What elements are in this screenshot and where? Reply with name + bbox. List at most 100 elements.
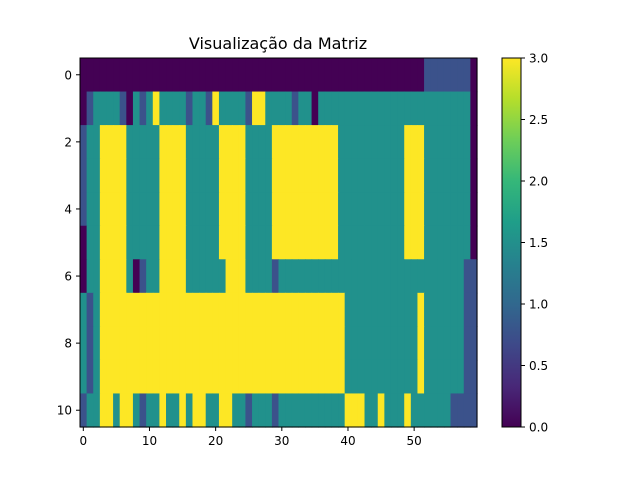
- heatmap-cell: [232, 192, 240, 227]
- heatmap-cell: [397, 326, 405, 361]
- heatmap-cell: [113, 192, 121, 227]
- heatmap-cell: [205, 192, 213, 227]
- y-tick-label: 6: [64, 270, 72, 284]
- heatmap-cell: [390, 225, 399, 260]
- heatmap-cell: [80, 225, 88, 260]
- heatmap-cell: [152, 192, 160, 227]
- heatmap-cell: [159, 125, 167, 160]
- heatmap-cell: [344, 91, 352, 126]
- heatmap-cell: [218, 359, 227, 395]
- heatmap-cell: [298, 225, 306, 260]
- heatmap-cell: [364, 359, 372, 395]
- heatmap-cell: [185, 125, 194, 160]
- heatmap-cell: [457, 292, 465, 327]
- heatmap-cell: [463, 91, 471, 126]
- heatmap-cell: [166, 225, 174, 260]
- heatmap-cell: [430, 259, 438, 294]
- heatmap-cell: [470, 58, 478, 93]
- heatmap-cell: [377, 259, 385, 294]
- heatmap-cell: [285, 125, 293, 160]
- heatmap-cell: [205, 158, 213, 193]
- heatmap-cell: [238, 192, 247, 227]
- heatmap-cell: [344, 125, 352, 160]
- heatmap-cell: [390, 125, 399, 160]
- heatmap-cell: [271, 225, 280, 260]
- heatmap-cell: [443, 58, 452, 93]
- heatmap-cell: [146, 58, 154, 93]
- heatmap-cell: [424, 259, 432, 294]
- heatmap-cell: [331, 125, 339, 160]
- heatmap-cell: [410, 359, 419, 395]
- heatmap-cell: [357, 58, 366, 93]
- heatmap-cell: [417, 225, 425, 260]
- heatmap-cell: [324, 225, 333, 260]
- heatmap-cell: [278, 259, 286, 294]
- heatmap-cell: [430, 326, 438, 361]
- heatmap-cell: [172, 125, 180, 160]
- heatmap-cell: [397, 359, 405, 395]
- heatmap-cell: [185, 225, 194, 260]
- heatmap-cell: [417, 192, 425, 227]
- heatmap-cell: [443, 225, 452, 260]
- heatmap-cell: [132, 326, 141, 361]
- heatmap-cell: [450, 359, 458, 395]
- heatmap-cell: [371, 225, 379, 260]
- heatmap-cell: [152, 259, 160, 294]
- heatmap-cell: [304, 292, 313, 327]
- heatmap-cell: [212, 91, 220, 126]
- heatmap-cell: [364, 91, 372, 126]
- heatmap-cell: [179, 192, 187, 227]
- heatmap-cell: [99, 259, 108, 294]
- heatmap-cell: [318, 125, 326, 160]
- heatmap-cell: [232, 225, 240, 260]
- heatmap-cell: [166, 91, 174, 126]
- heatmap-cell: [139, 158, 147, 193]
- heatmap-cell: [470, 192, 478, 227]
- heatmap-cell: [311, 259, 319, 294]
- heatmap-cell: [298, 359, 306, 395]
- heatmap-cell: [159, 91, 167, 126]
- heatmap-cell: [377, 91, 385, 126]
- heatmap-cell: [377, 192, 385, 227]
- heatmap-cell: [80, 292, 88, 327]
- heatmap-cell: [311, 225, 319, 260]
- heatmap-cell: [371, 58, 379, 93]
- heatmap-cell: [324, 125, 333, 160]
- heatmap-cell: [351, 125, 359, 160]
- heatmap-cell: [99, 192, 108, 227]
- heatmap-cell: [424, 393, 432, 428]
- heatmap-cell: [132, 192, 141, 227]
- heatmap-cell: [212, 158, 220, 193]
- heatmap-cell: [192, 359, 200, 395]
- heatmap-cell: [318, 259, 326, 294]
- heatmap-cell: [278, 225, 286, 260]
- heatmap-cell: [126, 192, 134, 227]
- heatmap-cell: [318, 393, 326, 428]
- heatmap-cell: [397, 192, 405, 227]
- heatmap-cell: [417, 91, 425, 126]
- heatmap-cell: [271, 259, 280, 294]
- heatmap-cell: [232, 359, 240, 395]
- heatmap-cell: [318, 58, 326, 93]
- heatmap-cell: [80, 259, 88, 294]
- heatmap-cell: [397, 91, 405, 126]
- heatmap-cell: [364, 326, 372, 361]
- heatmap-cell: [437, 225, 445, 260]
- heatmap-cell: [357, 91, 366, 126]
- heatmap-cell: [338, 125, 346, 160]
- heatmap-cell: [80, 158, 88, 193]
- heatmap-cell: [390, 292, 399, 327]
- heatmap-cell: [86, 192, 94, 227]
- heatmap-cell: [357, 326, 366, 361]
- heatmap-cell: [218, 393, 227, 428]
- heatmap-cell: [179, 125, 187, 160]
- heatmap-cell: [338, 91, 346, 126]
- colorbar-tick-label: 1.5: [529, 236, 548, 250]
- heatmap-cell: [265, 125, 273, 160]
- heatmap-cell: [146, 91, 154, 126]
- heatmap-cell: [205, 393, 213, 428]
- heatmap-cell: [377, 393, 385, 428]
- heatmap-cell: [377, 326, 385, 361]
- heatmap-cell: [338, 326, 346, 361]
- heatmap-cell: [252, 91, 260, 126]
